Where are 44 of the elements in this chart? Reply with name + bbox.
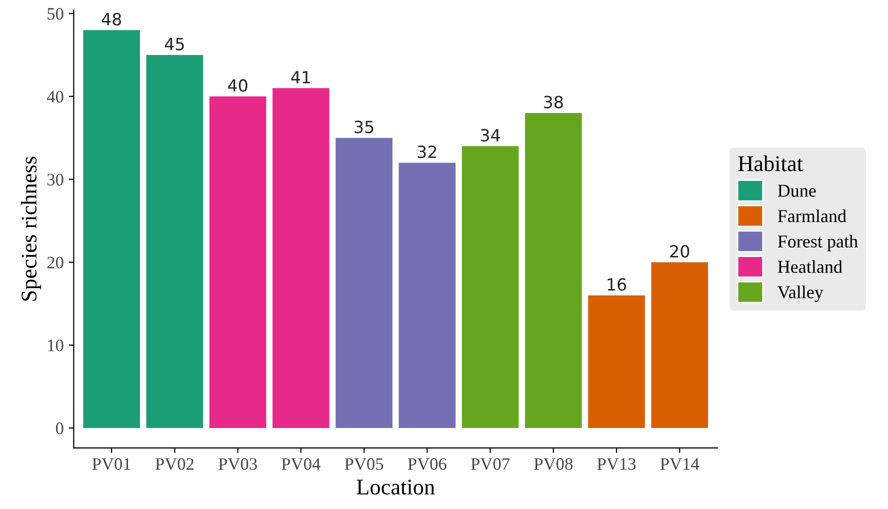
data-label: 48 (102, 12, 122, 26)
x-tick-label: PV13 (597, 458, 636, 470)
x-tick-label: PV06 (408, 458, 446, 470)
bar (398, 162, 456, 428)
x-tick-label: PV01 (92, 458, 130, 470)
data-label: 41 (291, 71, 310, 84)
bar (83, 30, 140, 428)
x-tick-label: PV03 (218, 458, 257, 470)
legend-title: Habitat (738, 156, 803, 172)
x-tick-label: PV08 (534, 458, 573, 470)
x-axis-title: Location (356, 480, 435, 495)
legend-label: Valley (778, 286, 824, 302)
x-tick-label: PV14 (660, 458, 700, 470)
data-label: 20 (670, 244, 690, 258)
bar (272, 88, 330, 428)
y-tick-label: 50 (48, 8, 64, 20)
data-label: 35 (354, 120, 374, 134)
y-tick-label: 30 (47, 174, 64, 186)
bar (209, 96, 266, 428)
bar (588, 295, 645, 428)
x-tick-label: PV05 (344, 458, 384, 470)
legend-label: Heatland (778, 260, 842, 273)
data-label: 45 (164, 38, 184, 50)
y-axis-title: Species richness (20, 156, 42, 301)
y-tick-label: 40 (46, 90, 64, 103)
bar (651, 262, 708, 428)
x-tick-label: PV04 (282, 458, 320, 470)
data-label: 38 (544, 96, 563, 108)
y-tick-label: 10 (48, 340, 64, 352)
data-label: 40 (228, 79, 248, 92)
y-tick-label: 0 (56, 422, 64, 434)
bar (336, 138, 392, 428)
y-tick-label: 20 (47, 256, 64, 268)
data-label: 34 (480, 128, 500, 142)
legend-label: Forest path (778, 234, 858, 252)
bar (524, 112, 582, 428)
bar (462, 146, 519, 428)
x-tick-label: PV07 (471, 458, 510, 470)
legend-label: Dune (778, 184, 816, 197)
data-label: 32 (418, 146, 436, 158)
legend-label: Farmland (778, 209, 846, 222)
x-tick-label: PV02 (155, 458, 194, 470)
data-label: 16 (608, 278, 626, 291)
bar (146, 54, 204, 428)
